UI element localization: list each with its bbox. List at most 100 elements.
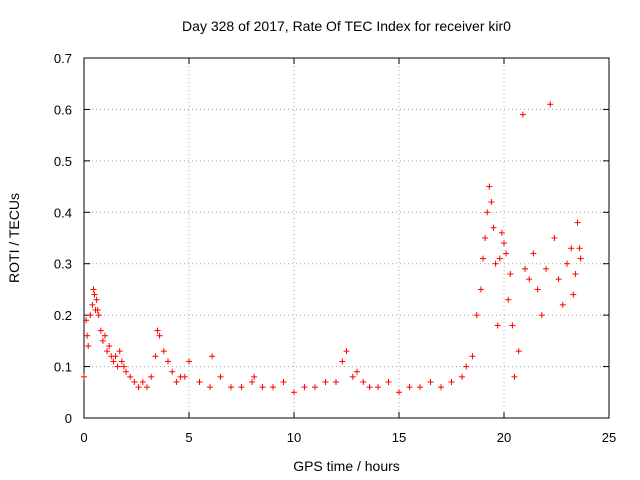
data-point (291, 389, 297, 396)
data-point (110, 358, 117, 365)
data-point (181, 373, 188, 380)
data-point (99, 337, 106, 344)
data-point (505, 296, 512, 303)
data-point (559, 301, 566, 308)
chart-title: Day 328 of 2017, Rate Of TEC Index for r… (182, 18, 511, 34)
plot-frame (83, 57, 610, 419)
data-point (484, 209, 491, 216)
data-point (473, 312, 480, 319)
y-tick-label: 0.3 (54, 257, 72, 272)
data-point (148, 373, 155, 380)
data-point (349, 373, 356, 380)
data-points (81, 101, 584, 396)
data-point (112, 353, 119, 360)
data-point (534, 286, 541, 293)
data-point (87, 312, 94, 319)
data-point (576, 245, 583, 252)
y-tick-label: 0.2 (54, 308, 72, 323)
y-tick-label: 0.4 (54, 205, 72, 220)
data-point (498, 229, 505, 236)
x-tick-label: 20 (497, 430, 511, 445)
data-point (448, 379, 455, 385)
data-point (81, 373, 87, 380)
x-tick-label: 10 (287, 430, 301, 445)
data-point (477, 286, 484, 293)
data-point (116, 348, 123, 355)
data-point (343, 348, 350, 355)
data-point (322, 379, 329, 385)
data-point (519, 111, 526, 118)
data-point (488, 199, 495, 205)
data-point (90, 286, 97, 293)
data-point (526, 276, 533, 283)
data-point (522, 265, 528, 272)
data-point (564, 260, 570, 267)
data-point (354, 368, 360, 375)
data-point (173, 379, 180, 385)
data-point (154, 327, 161, 334)
data-point (144, 384, 150, 391)
data-point (463, 363, 470, 370)
data-point (427, 379, 434, 385)
x-tick-label: 15 (392, 430, 406, 445)
data-point (406, 384, 413, 391)
data-point (139, 379, 146, 385)
data-point (570, 291, 577, 298)
data-point (333, 379, 339, 385)
data-point (396, 389, 402, 396)
data-point (94, 307, 101, 313)
y-tick-labels: 0 0.1 0.2 0.3 0.4 0.5 0.6 0.7 (54, 51, 72, 426)
data-point (515, 348, 522, 355)
data-point (574, 219, 581, 226)
data-point (417, 384, 423, 391)
y-tick-label: 0 (65, 411, 72, 426)
x-tick-label: 25 (602, 430, 616, 445)
data-point (494, 322, 501, 329)
data-point (438, 384, 444, 391)
data-point (511, 373, 518, 380)
data-point (127, 373, 134, 380)
data-point (85, 343, 92, 349)
x-axis-label: GPS time / hours (293, 458, 400, 474)
data-point (459, 373, 465, 380)
data-point (385, 379, 392, 385)
data-point (482, 235, 489, 241)
data-point (572, 271, 579, 277)
data-point (480, 255, 486, 262)
data-point (270, 384, 276, 391)
data-point (95, 312, 102, 319)
x-tick-label: 5 (185, 430, 192, 445)
data-point (228, 384, 234, 391)
data-point (360, 379, 367, 385)
data-point (538, 312, 545, 319)
data-point (83, 317, 90, 324)
data-point (547, 101, 554, 108)
data-point (509, 322, 516, 329)
data-point (165, 358, 171, 365)
data-point (501, 240, 507, 247)
data-point (186, 358, 192, 365)
data-point (131, 379, 138, 385)
data-point (366, 384, 373, 391)
data-point (496, 255, 503, 262)
data-point (312, 384, 318, 391)
y-tick-label: 0.1 (54, 360, 72, 375)
data-point (84, 332, 91, 339)
data-point (120, 363, 127, 370)
y-tick-label: 0.6 (54, 102, 72, 117)
data-point (469, 353, 476, 360)
data-point (568, 245, 575, 252)
data-point (301, 384, 308, 391)
data-point (259, 384, 266, 391)
y-tick-label: 0.5 (54, 154, 72, 169)
data-point (160, 348, 167, 355)
data-point (490, 224, 497, 231)
data-point (543, 265, 549, 272)
data-point (555, 276, 562, 283)
data-point (507, 271, 514, 277)
data-point (102, 332, 108, 339)
data-point (551, 235, 558, 241)
data-point (503, 250, 510, 257)
data-point (492, 260, 499, 267)
